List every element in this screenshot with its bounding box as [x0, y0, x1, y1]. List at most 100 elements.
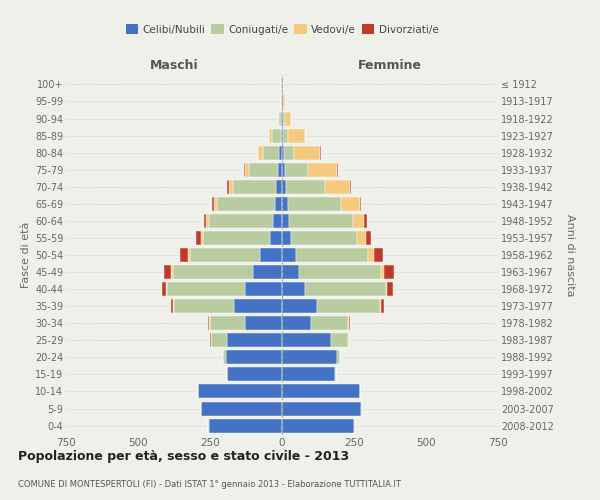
Bar: [283, 94, 285, 108]
Bar: [364, 214, 367, 228]
Bar: [161, 282, 166, 296]
Bar: [202, 402, 282, 415]
Bar: [353, 214, 364, 228]
Bar: [233, 180, 276, 194]
Bar: [204, 214, 206, 228]
Bar: [253, 265, 282, 279]
Bar: [299, 265, 382, 279]
Text: Femmine: Femmine: [358, 60, 422, 72]
Bar: [190, 248, 260, 262]
Bar: [381, 299, 383, 313]
Bar: [245, 316, 282, 330]
Bar: [245, 162, 249, 176]
Bar: [350, 180, 351, 194]
Bar: [282, 94, 283, 108]
Bar: [188, 248, 190, 262]
Bar: [282, 180, 286, 194]
Bar: [282, 368, 335, 382]
Bar: [305, 282, 386, 296]
Bar: [226, 350, 282, 364]
Bar: [382, 265, 384, 279]
Bar: [295, 146, 320, 160]
Bar: [263, 146, 279, 160]
Bar: [360, 197, 361, 211]
Bar: [286, 180, 325, 194]
Bar: [380, 299, 381, 313]
Bar: [227, 180, 229, 194]
Bar: [317, 299, 380, 313]
Bar: [212, 197, 214, 211]
Bar: [171, 265, 173, 279]
Bar: [249, 162, 278, 176]
Bar: [164, 265, 171, 279]
Bar: [272, 128, 281, 142]
Bar: [282, 214, 289, 228]
Bar: [283, 112, 285, 126]
Bar: [274, 214, 282, 228]
Bar: [227, 334, 282, 347]
Bar: [260, 248, 282, 262]
Bar: [196, 231, 202, 245]
Bar: [166, 282, 167, 296]
Bar: [167, 282, 245, 296]
Bar: [211, 334, 227, 347]
Bar: [245, 282, 282, 296]
Bar: [282, 265, 299, 279]
Bar: [258, 146, 263, 160]
Bar: [282, 384, 360, 398]
Bar: [209, 214, 274, 228]
Text: COMUNE DI MONTESPERTOLI (FI) - Dati ISTAT 1° gennaio 2013 - Elaborazione TUTTITA: COMUNE DI MONTESPERTOLI (FI) - Dati ISTA…: [18, 480, 401, 489]
Text: Maschi: Maschi: [149, 60, 199, 72]
Bar: [282, 299, 317, 313]
Bar: [290, 231, 357, 245]
Legend: Celibi/Nubili, Coniugati/e, Vedovi/e, Divorziati/e: Celibi/Nubili, Coniugati/e, Vedovi/e, Di…: [121, 20, 443, 39]
Bar: [386, 282, 387, 296]
Bar: [217, 197, 275, 211]
Bar: [173, 265, 253, 279]
Bar: [349, 316, 350, 330]
Bar: [384, 265, 394, 279]
Bar: [199, 384, 282, 398]
Bar: [282, 162, 285, 176]
Bar: [229, 180, 233, 194]
Bar: [171, 299, 173, 313]
Bar: [282, 282, 305, 296]
Bar: [209, 418, 282, 432]
Bar: [281, 112, 282, 126]
Bar: [275, 197, 282, 211]
Bar: [279, 146, 282, 160]
Bar: [202, 231, 203, 245]
Bar: [284, 146, 295, 160]
Bar: [282, 112, 283, 126]
Bar: [282, 316, 311, 330]
Bar: [278, 112, 281, 126]
Bar: [325, 180, 350, 194]
Bar: [288, 128, 305, 142]
Bar: [203, 231, 271, 245]
Bar: [283, 128, 288, 142]
Bar: [223, 350, 226, 364]
Bar: [296, 248, 368, 262]
Bar: [341, 197, 360, 211]
Bar: [288, 197, 341, 211]
Bar: [227, 368, 282, 382]
Bar: [285, 112, 290, 126]
Bar: [308, 162, 337, 176]
Bar: [387, 282, 393, 296]
Bar: [282, 248, 296, 262]
Y-axis label: Fasce di età: Fasce di età: [20, 222, 31, 288]
Bar: [357, 231, 365, 245]
Bar: [235, 299, 282, 313]
Bar: [210, 316, 245, 330]
Bar: [282, 146, 284, 160]
Bar: [337, 162, 338, 176]
Bar: [282, 418, 354, 432]
Bar: [282, 334, 331, 347]
Bar: [331, 334, 348, 347]
Bar: [311, 316, 348, 330]
Bar: [374, 248, 383, 262]
Bar: [180, 248, 188, 262]
Bar: [214, 197, 217, 211]
Bar: [365, 231, 371, 245]
Bar: [282, 350, 337, 364]
